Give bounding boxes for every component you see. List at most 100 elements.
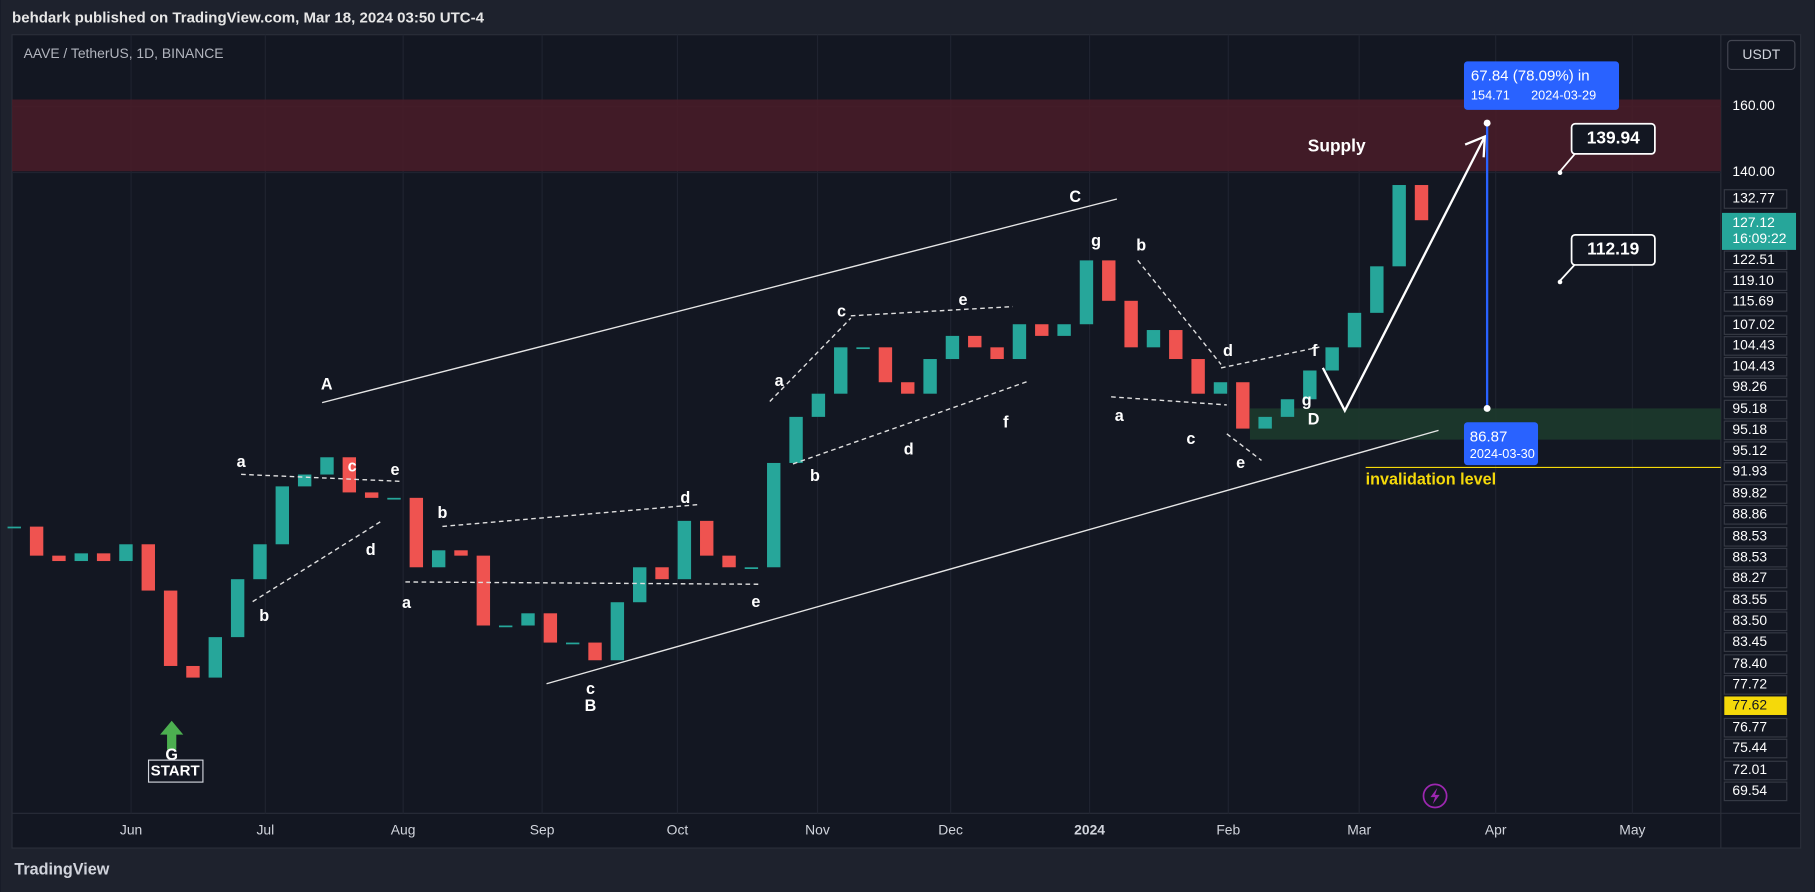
- candle: [275, 486, 290, 545]
- symbol-title: AAVE / TetherUS, 1D, BINANCE: [24, 45, 224, 61]
- price-label-box: [1723, 356, 1788, 377]
- currency-button[interactable]: [1727, 39, 1796, 70]
- dashed-line: [1220, 346, 1320, 369]
- channel-upper: [321, 198, 1118, 404]
- price-label: 88.53: [1732, 527, 1767, 543]
- attribution: behdark published on TradingView.com, Ma…: [12, 9, 485, 26]
- candle: [633, 567, 647, 603]
- price-label: 95.18: [1732, 421, 1767, 437]
- candle: [364, 492, 379, 498]
- price-label-box: [1723, 717, 1788, 738]
- candle: [74, 553, 88, 562]
- candle: [1102, 260, 1116, 301]
- candle: [990, 347, 1004, 360]
- candle: [409, 497, 424, 568]
- x-tick-label: 2024: [1074, 821, 1105, 837]
- candle: [387, 497, 401, 500]
- price-label: 107.02: [1732, 316, 1775, 332]
- candle: [1325, 347, 1339, 371]
- candle: [1392, 185, 1406, 267]
- wave-label: g: [1302, 392, 1312, 410]
- candle: [543, 613, 558, 643]
- price-label: 122.51: [1732, 251, 1775, 267]
- price-label-box: [1723, 781, 1788, 802]
- candle: [119, 544, 133, 562]
- price-label: 119.10: [1732, 272, 1774, 288]
- price-label: 72.01: [1732, 761, 1767, 777]
- candle: [1012, 324, 1027, 360]
- start-arrow: [160, 720, 184, 750]
- x-tick-label: Aug: [391, 821, 416, 837]
- footer-logo: TradingView: [14, 860, 109, 878]
- callout-label: 112.19: [1587, 238, 1639, 258]
- price-label-box: [1723, 484, 1788, 504]
- candle: [1258, 416, 1272, 429]
- candle: [1303, 370, 1317, 400]
- wave-label: c: [1186, 430, 1195, 448]
- currency[interactable]: USDT: [1742, 46, 1780, 62]
- candle: [1169, 330, 1183, 360]
- channel-lower: [546, 429, 1439, 685]
- candle: [1236, 382, 1250, 429]
- lightning-icon[interactable]: [1422, 783, 1448, 809]
- y-tick-label: 140.00: [1732, 163, 1775, 179]
- callout-box: [1570, 233, 1656, 266]
- price-label: 88.53: [1732, 548, 1767, 564]
- wave-label: c: [586, 680, 595, 698]
- candle: [431, 550, 446, 568]
- price-label: 75.44: [1732, 739, 1767, 755]
- x-tick-label: Nov: [805, 821, 830, 837]
- candle: [208, 637, 222, 678]
- price-label-box: [1723, 315, 1788, 335]
- candle: [498, 625, 513, 628]
- dashed-line: [769, 317, 852, 402]
- measure-bottom-price: 86.87: [1470, 428, 1508, 445]
- wave-label: e: [1236, 454, 1245, 472]
- candle: [1057, 324, 1071, 336]
- x-tick-label: Oct: [667, 821, 689, 837]
- price-label: 98.26: [1732, 378, 1767, 394]
- candle: [565, 642, 580, 645]
- x-tick-label: Apr: [1485, 821, 1507, 837]
- candle: [476, 555, 491, 626]
- start-box: [147, 759, 204, 783]
- price-label-box: [1723, 654, 1788, 674]
- price-label: 95.12: [1732, 442, 1767, 458]
- x-tick-label: Mar: [1347, 821, 1371, 837]
- price-label-box: [1723, 462, 1788, 482]
- wave-label: e: [959, 291, 968, 309]
- price-label: 132.77: [1732, 190, 1775, 206]
- wave-label: d: [366, 541, 376, 559]
- candles: [7, 185, 1429, 678]
- arrow-head: [1464, 134, 1487, 158]
- candle: [1280, 399, 1295, 417]
- price-label-box: [1723, 547, 1788, 568]
- price-label-box: [1723, 399, 1788, 420]
- price-label-box: [1723, 420, 1788, 441]
- x-tick-label: Sep: [530, 821, 555, 837]
- candle: [141, 544, 155, 591]
- price-label: 69.54: [1732, 782, 1767, 798]
- price-label: 76.77: [1732, 718, 1767, 734]
- candle: [521, 613, 535, 626]
- wave-label: b: [437, 504, 447, 522]
- price-label-box: [1723, 441, 1788, 462]
- candle: [856, 347, 870, 350]
- supply-label: Supply: [1308, 136, 1366, 156]
- candle: [7, 526, 21, 529]
- candle: [163, 590, 178, 666]
- wave-label: a: [775, 372, 785, 390]
- x-tick-label: May: [1619, 821, 1645, 837]
- candle: [945, 335, 960, 360]
- price-label-box: [1723, 271, 1788, 291]
- price-label-box: [1723, 526, 1788, 547]
- dashed-line: [792, 381, 1027, 465]
- candle: [1191, 359, 1205, 394]
- candle: [767, 462, 781, 568]
- start-letter: G: [165, 746, 178, 764]
- measure-change: 67.84 (78.09%) in: [1471, 67, 1590, 84]
- candle: [610, 602, 625, 661]
- price-label-box: [1723, 675, 1788, 695]
- wave-label: b: [259, 607, 269, 625]
